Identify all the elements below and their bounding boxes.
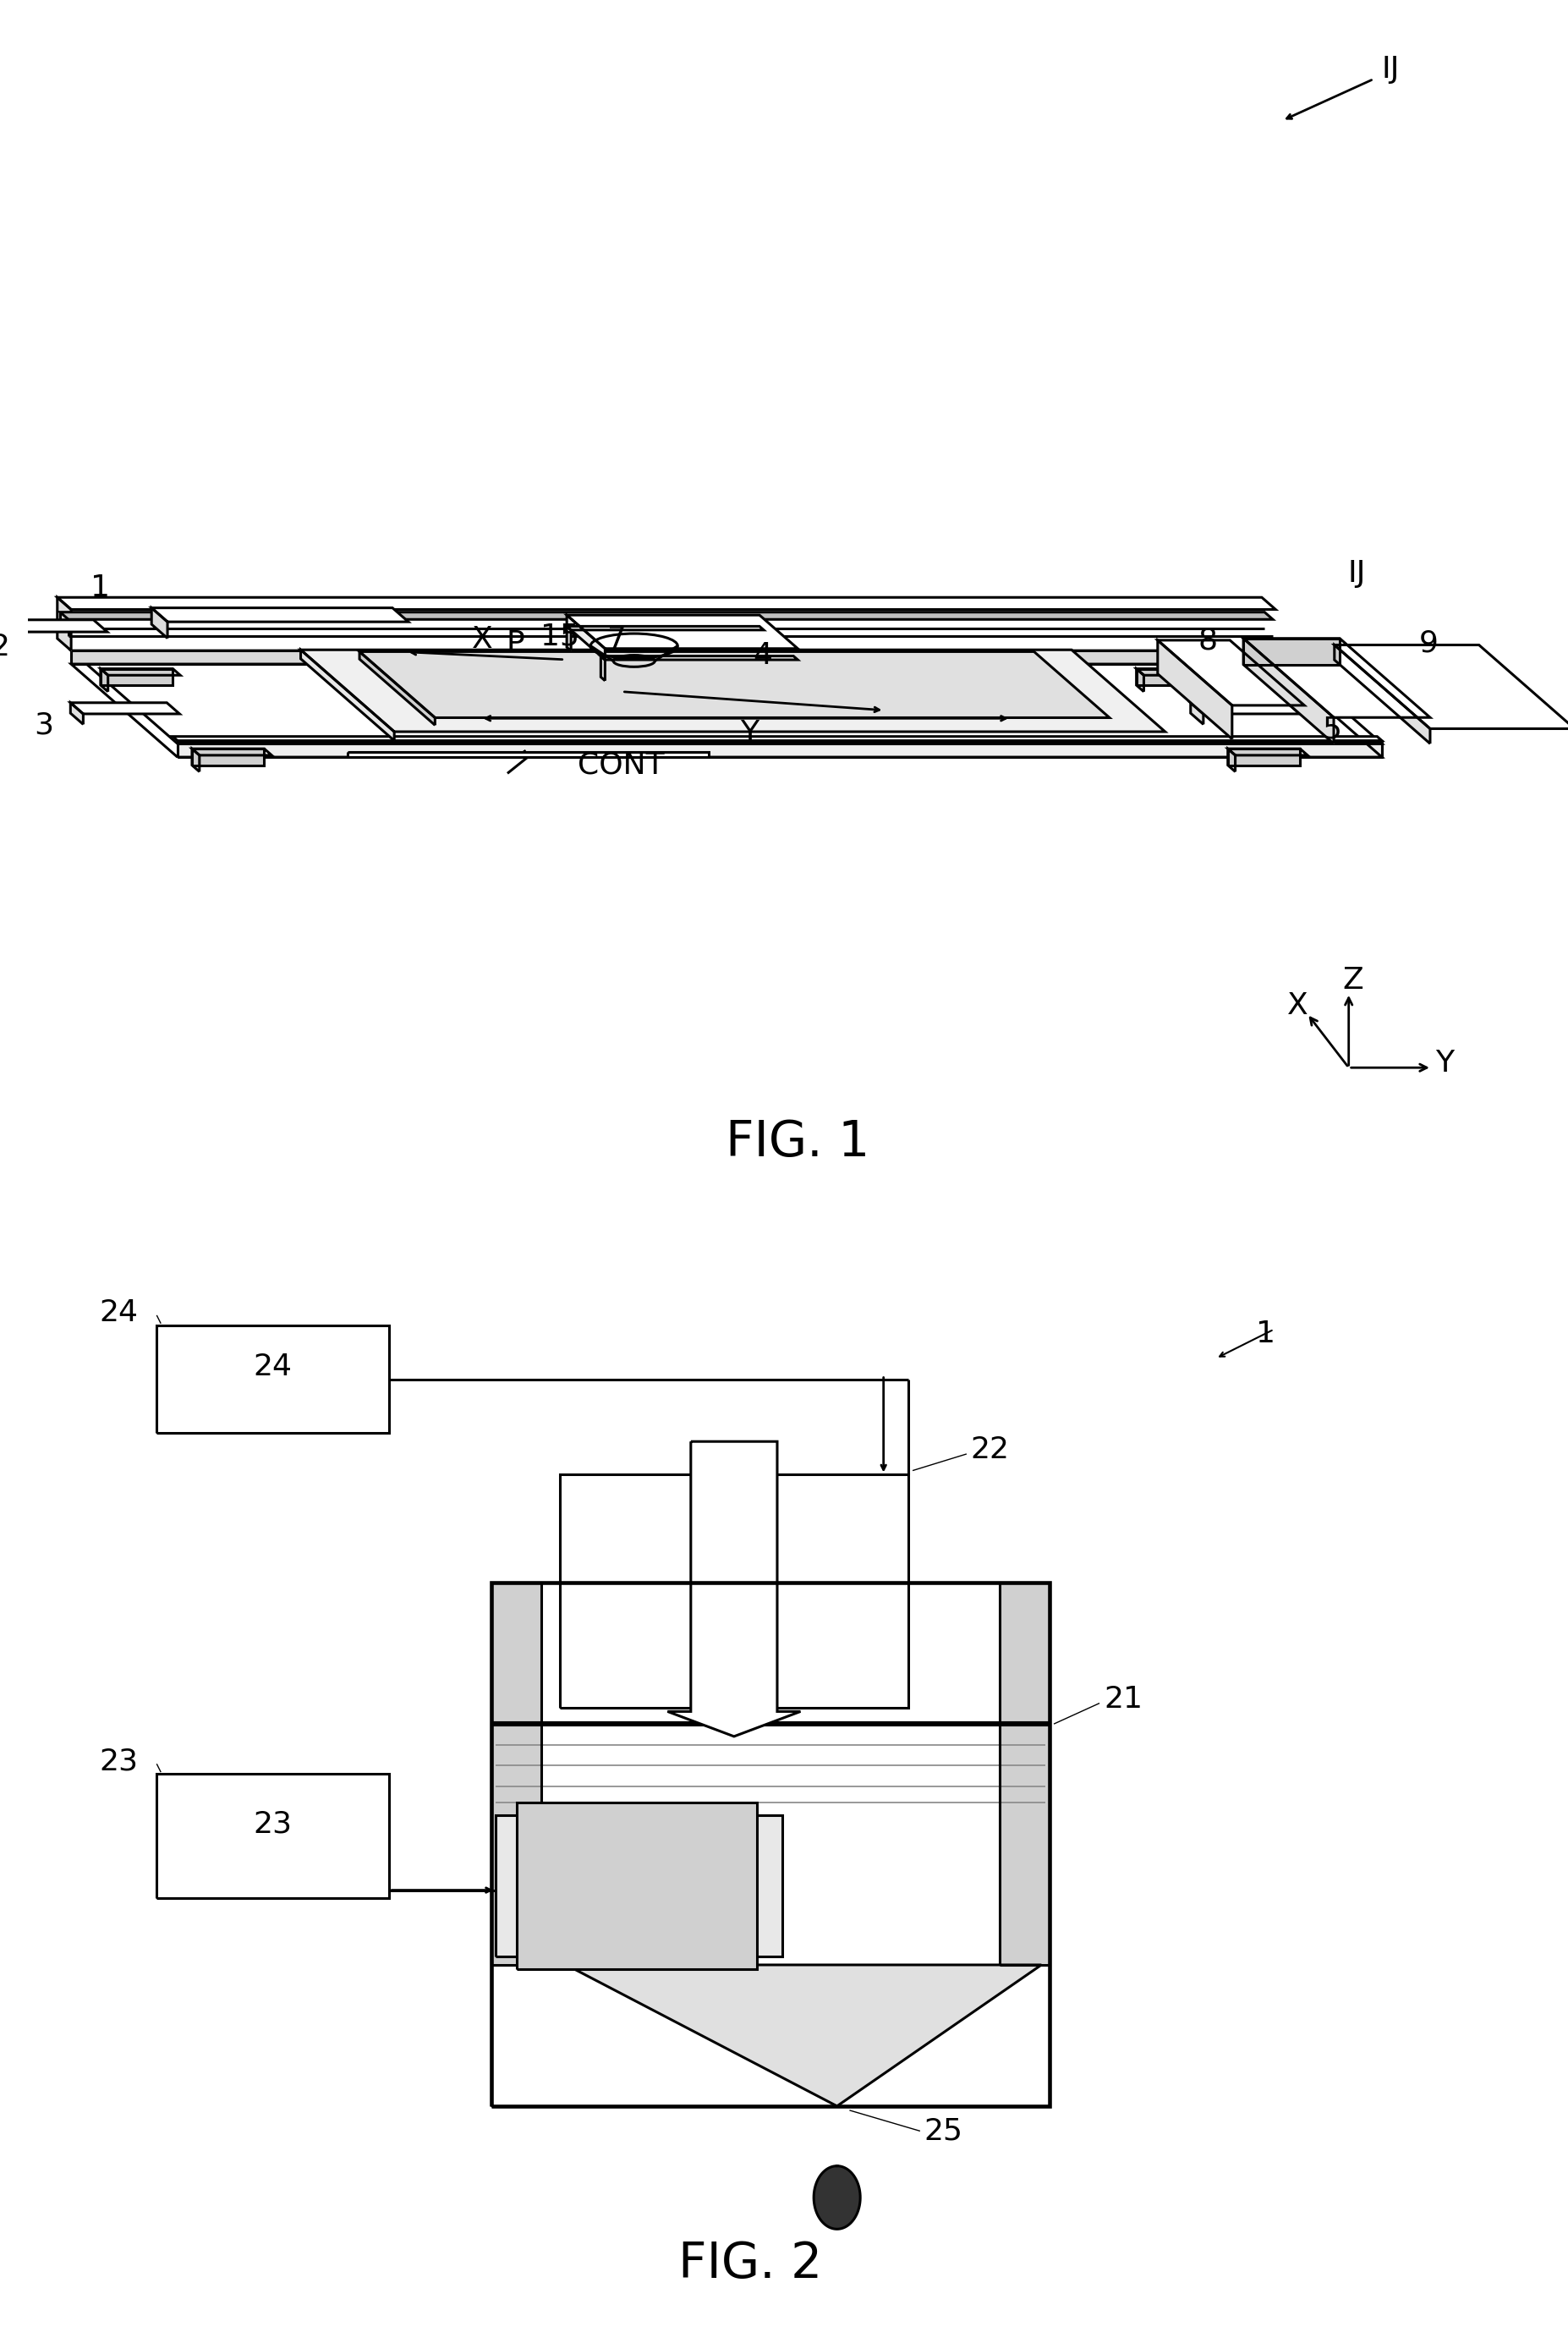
Polygon shape [566,626,571,651]
Polygon shape [495,1816,782,1956]
Polygon shape [58,597,71,651]
Polygon shape [1190,703,1300,715]
Polygon shape [58,597,1276,609]
Text: 1: 1 [91,574,110,602]
Polygon shape [191,750,265,766]
Polygon shape [1137,668,1209,684]
Text: 7: 7 [607,626,627,654]
Text: Z: Z [1342,965,1363,996]
Text: FIG. 2: FIG. 2 [679,2240,823,2289]
Text: 24: 24 [99,1298,138,1326]
Polygon shape [100,668,172,684]
Polygon shape [71,663,1381,757]
Text: 25: 25 [924,2116,963,2146]
Polygon shape [1137,668,1217,675]
Polygon shape [1334,644,1568,729]
Polygon shape [1228,750,1300,766]
Text: 2: 2 [0,633,9,661]
Polygon shape [601,656,605,682]
Polygon shape [177,743,1381,757]
Polygon shape [301,649,394,740]
Polygon shape [814,2165,861,2228]
Text: Y: Y [740,719,759,747]
Polygon shape [152,607,168,637]
Polygon shape [157,1774,389,1898]
Text: 9: 9 [1419,628,1438,658]
Text: IJ: IJ [1347,560,1366,588]
Polygon shape [71,703,83,724]
Text: X: X [1287,991,1308,1019]
Polygon shape [152,607,408,621]
Polygon shape [1334,644,1430,743]
Text: 23: 23 [99,1748,138,1776]
Polygon shape [1228,750,1236,771]
Polygon shape [560,1474,908,1708]
Text: 1: 1 [1256,1319,1275,1347]
Text: 8: 8 [1198,628,1217,656]
Polygon shape [301,649,1165,731]
Polygon shape [191,750,271,754]
Polygon shape [177,740,1381,743]
Text: IJ: IJ [1381,54,1399,84]
Polygon shape [359,651,434,726]
Polygon shape [100,668,180,675]
Polygon shape [516,1802,757,1968]
Polygon shape [1190,703,1203,724]
Polygon shape [359,651,1110,717]
Polygon shape [71,703,180,715]
Polygon shape [1243,637,1334,743]
Polygon shape [1157,640,1305,705]
Text: 23: 23 [254,1809,293,1837]
Polygon shape [1137,668,1143,691]
Polygon shape [566,616,798,649]
Polygon shape [191,750,199,771]
Polygon shape [0,621,107,633]
Polygon shape [60,612,1273,619]
Polygon shape [1000,1584,1049,1966]
Text: 4: 4 [753,642,773,670]
Text: 22: 22 [971,1436,1010,1464]
Text: CONT: CONT [579,750,665,780]
Polygon shape [172,736,1381,740]
Polygon shape [491,1724,1049,2106]
Polygon shape [157,1326,389,1434]
Polygon shape [71,651,1276,663]
Polygon shape [1157,640,1232,738]
Polygon shape [100,668,108,691]
Polygon shape [566,616,605,661]
Text: 21: 21 [1104,1685,1143,1713]
Text: X: X [472,626,492,654]
Text: 3: 3 [33,710,53,740]
Polygon shape [601,656,798,661]
Polygon shape [566,626,764,630]
Text: 5: 5 [1322,715,1342,743]
Polygon shape [1243,637,1339,665]
Polygon shape [566,1966,1041,2106]
Polygon shape [668,1441,801,1736]
Text: 24: 24 [254,1352,293,1380]
Polygon shape [491,1584,541,1966]
Text: FIG. 1: FIG. 1 [726,1118,870,1167]
Text: Y: Y [1435,1050,1454,1078]
Polygon shape [1243,637,1430,717]
Polygon shape [348,752,709,757]
Text: 15: 15 [541,621,580,651]
Text: P: P [506,630,525,658]
Polygon shape [1228,750,1308,754]
Polygon shape [71,651,1381,743]
